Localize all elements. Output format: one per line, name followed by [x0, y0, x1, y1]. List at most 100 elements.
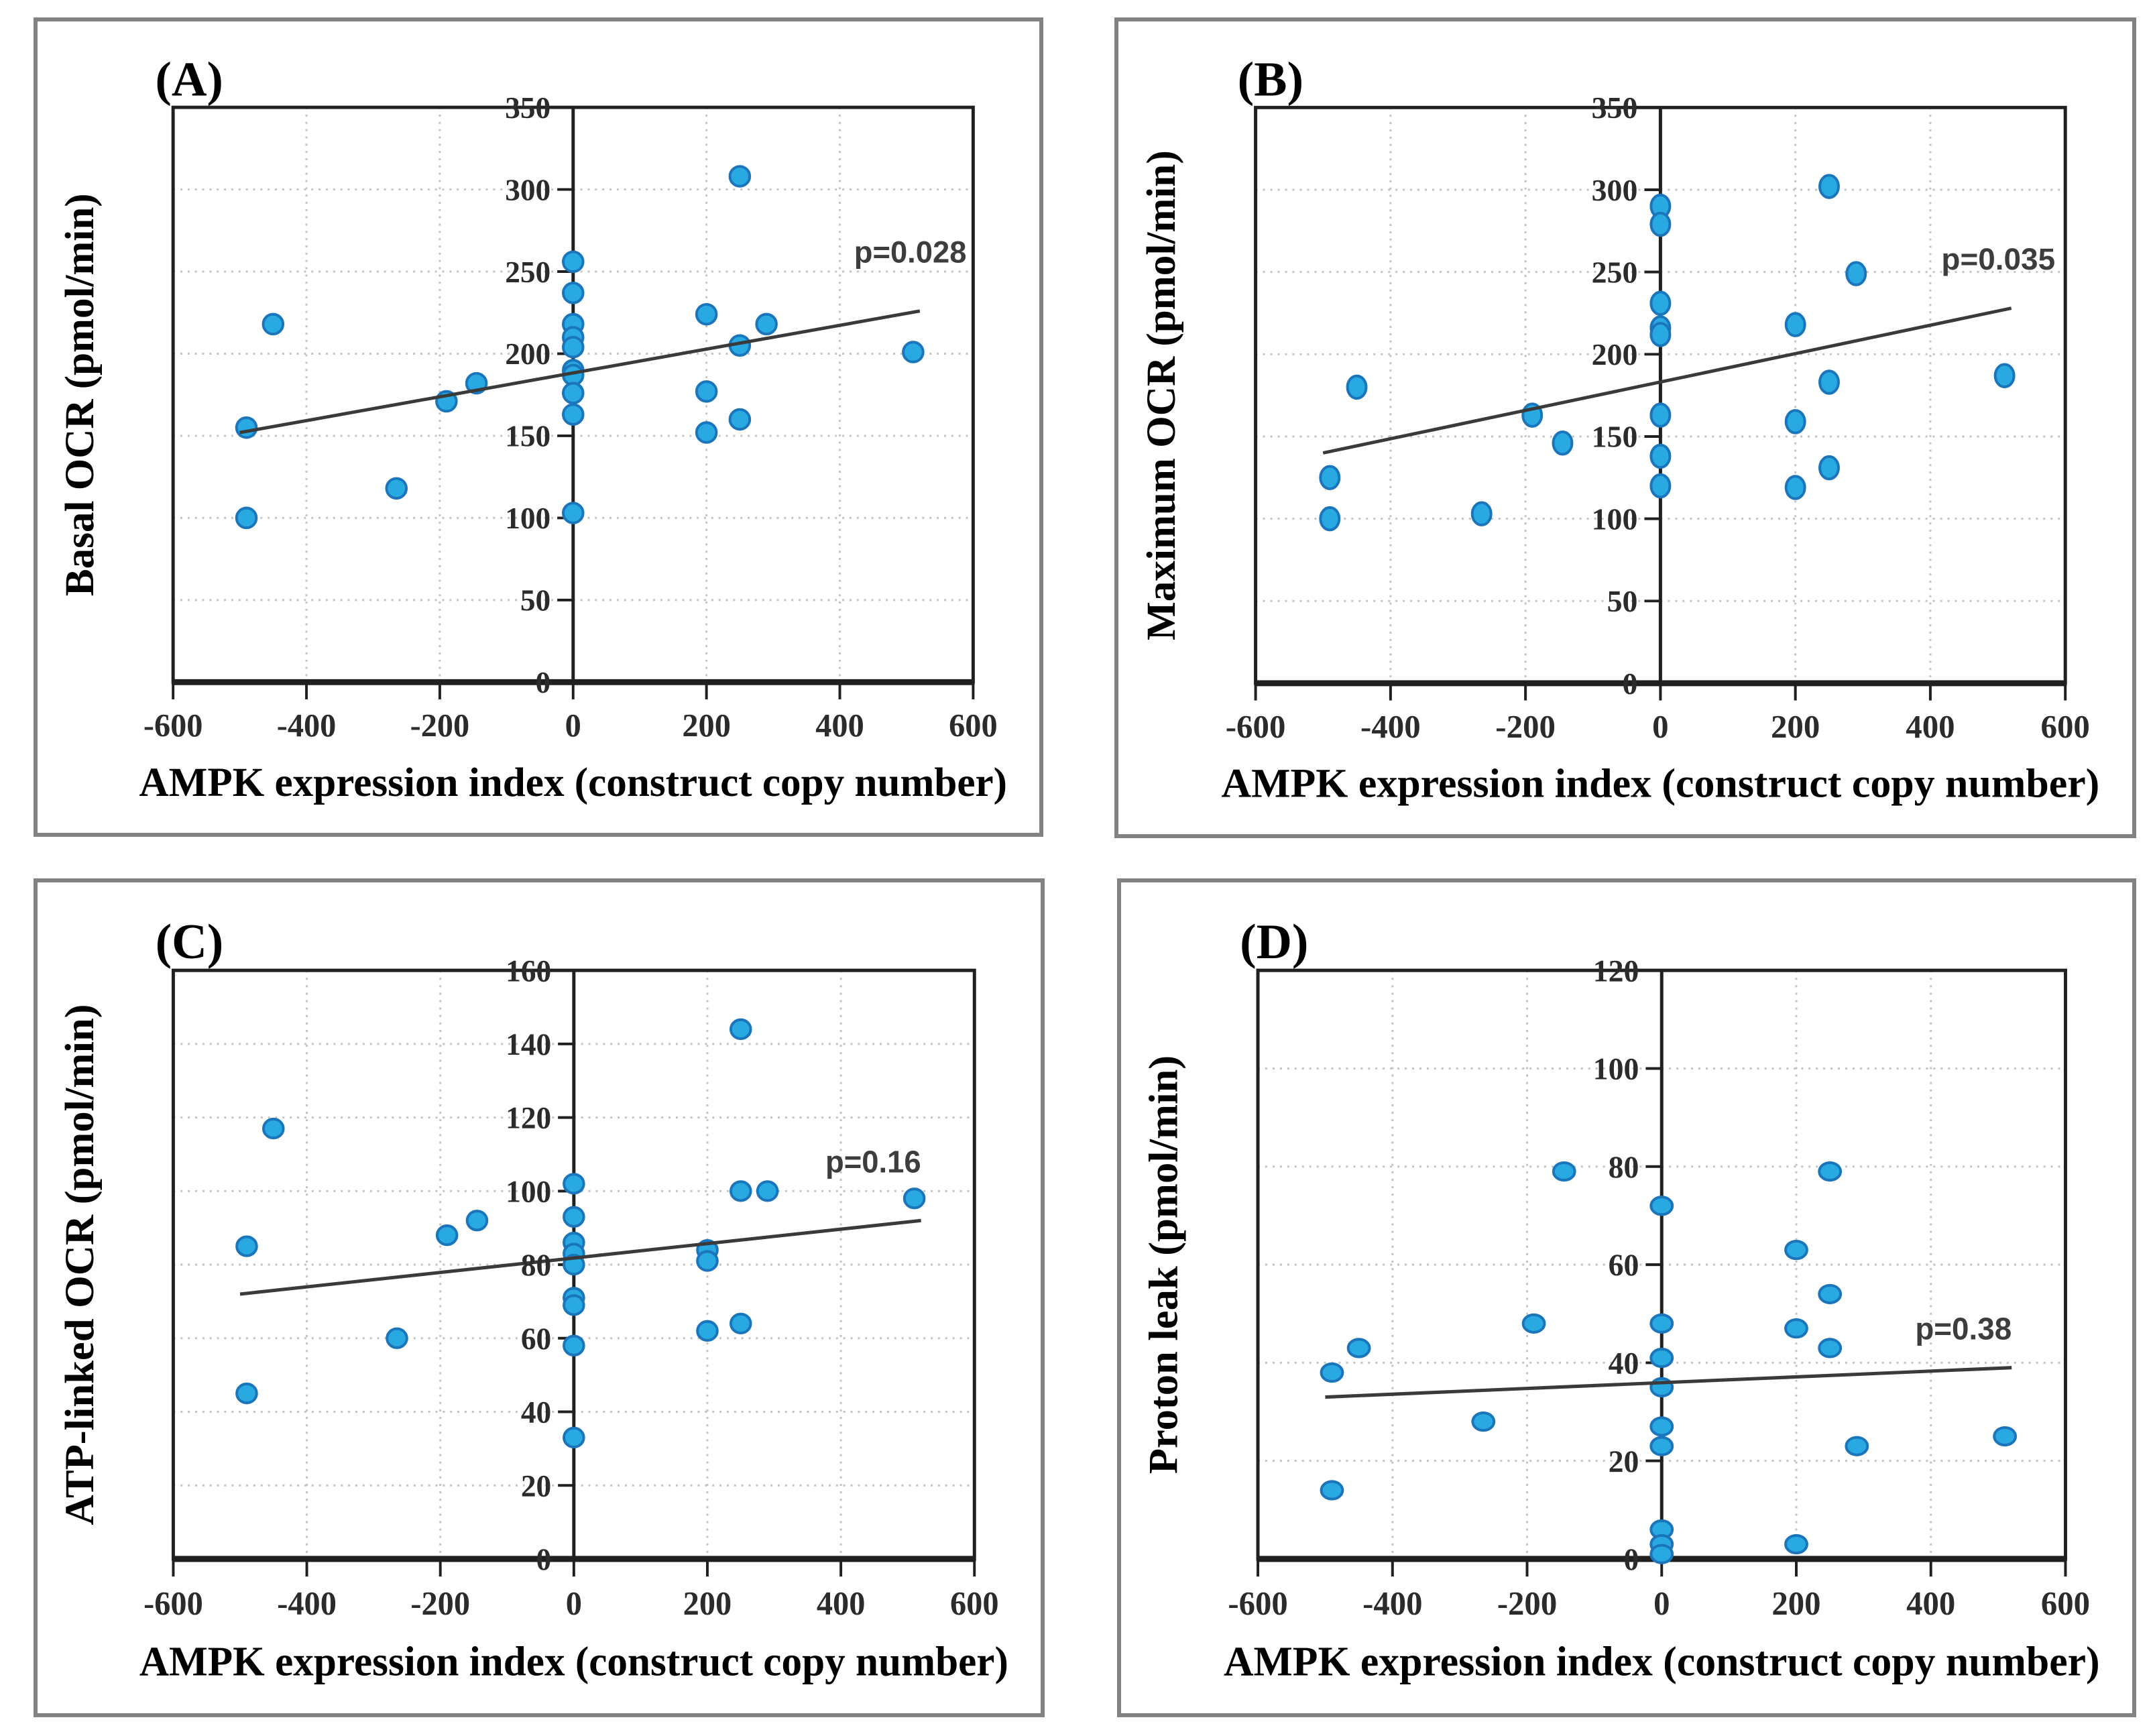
scatter-plot-basal-ocr: 0 50 100 150 200 250 300 350 -600 -400 -200 0 200 400… — [38, 21, 1039, 833]
p-value-label: p=0.035 — [1941, 242, 2055, 276]
data-point — [729, 1018, 752, 1041]
data-point — [1818, 1161, 1843, 1182]
data-point — [1784, 1318, 1808, 1339]
x-tick-label: -400 — [277, 1584, 337, 1622]
data-point — [902, 341, 925, 363]
data-point — [562, 382, 585, 405]
data-point — [1845, 261, 1867, 286]
x-tick-label: -200 — [410, 708, 470, 744]
data-point — [1818, 1338, 1843, 1358]
scatter-plot-atp-linked-ocr: 0 20 40 60 80 100 120 140 160 -600 -400 -200 0 200 400… — [38, 882, 1041, 1713]
x-tick-label: 0 — [1652, 709, 1668, 745]
data-point — [728, 408, 752, 431]
y-tick-label: 100 — [505, 502, 550, 535]
p-value-label: p=0.16 — [825, 1144, 921, 1179]
data-point — [695, 302, 718, 326]
y-tick-label: 40 — [1609, 1346, 1639, 1380]
data-point — [1649, 1416, 1674, 1437]
data-point — [1552, 1161, 1576, 1182]
trend-line — [239, 309, 921, 435]
x-tick-label: 400 — [1906, 1584, 1955, 1621]
x-tick-label: 600 — [950, 1584, 999, 1622]
x-tick-label: 200 — [1771, 1584, 1820, 1621]
x-tick-label: -400 — [277, 708, 337, 744]
data-point — [435, 1224, 459, 1247]
data-point — [1649, 322, 1672, 347]
trend-line — [1322, 306, 2012, 455]
data-point — [1784, 475, 1806, 500]
data-point — [562, 250, 585, 274]
data-point — [1993, 1426, 2018, 1447]
y-tick-label: 120 — [506, 1100, 551, 1135]
y-tick-label: 0 — [1623, 667, 1638, 701]
data-point — [1818, 369, 1840, 395]
y-tick-label: 60 — [521, 1321, 551, 1356]
x-tick-label: -400 — [1360, 709, 1421, 745]
data-point — [1818, 174, 1840, 199]
data-point — [1552, 430, 1574, 456]
data-point — [729, 1312, 752, 1334]
x-tick-label: 600 — [2041, 709, 2090, 745]
data-point — [1649, 290, 1672, 316]
data-point — [695, 380, 718, 403]
data-point — [563, 1206, 585, 1228]
x-axis-title: AMPK expression index (construct copy nu… — [139, 1639, 1008, 1685]
data-point — [385, 477, 408, 500]
y-tick-label: 20 — [1609, 1444, 1639, 1479]
data-point — [1649, 1347, 1674, 1369]
data-point — [1845, 1436, 1869, 1456]
x-tick-label: 600 — [949, 708, 997, 744]
x-tick-label: 400 — [817, 1584, 866, 1622]
data-point — [695, 421, 718, 444]
p-value-label: p=0.028 — [854, 235, 967, 269]
data-point — [1521, 1313, 1546, 1334]
data-point — [1649, 1196, 1674, 1216]
data-point — [563, 1173, 585, 1195]
data-point — [1649, 473, 1672, 499]
data-point — [1649, 211, 1672, 237]
plot-background — [1118, 21, 2132, 834]
y-tick-label: 250 — [505, 255, 550, 289]
y-tick-label: 0 — [536, 666, 551, 699]
data-point — [1993, 363, 2016, 388]
x-axis-title: AMPK expression index (construct copy nu… — [139, 760, 1008, 805]
y-tick-label: 200 — [505, 337, 550, 371]
data-point — [1320, 1480, 1344, 1501]
x-tick-label: 400 — [815, 708, 864, 744]
data-point — [756, 1180, 779, 1202]
data-point — [235, 1235, 258, 1257]
y-tick-label: 100 — [1593, 1051, 1639, 1086]
y-tick-label: 100 — [1592, 502, 1638, 536]
panel-c: 0 20 40 60 80 100 120 140 160 -600 -400 -200 0 200 400… — [34, 878, 1045, 1717]
x-tick-label: 0 — [566, 1584, 582, 1622]
x-tick-label: -600 — [1228, 1584, 1287, 1621]
y-tick-label: 50 — [520, 584, 550, 618]
data-point — [1784, 409, 1806, 435]
data-point — [562, 335, 585, 359]
data-point — [696, 1320, 719, 1342]
y-tick-label: 140 — [506, 1027, 551, 1062]
data-point — [1818, 455, 1840, 481]
p-value-label: p=0.38 — [1915, 1311, 2012, 1346]
data-point — [1649, 443, 1672, 469]
y-tick-label: 20 — [521, 1468, 551, 1503]
x-tick-label: -200 — [1497, 1584, 1557, 1621]
y-axis-title: Proton leak (pmol/min) — [1141, 1055, 1187, 1474]
y-tick-label: 350 — [505, 91, 550, 125]
data-point — [1319, 506, 1341, 532]
y-tick-label: 0 — [536, 1542, 552, 1577]
panel-letter: (C) — [156, 913, 223, 969]
y-tick-label: 120 — [1593, 953, 1639, 988]
panel-letter: (A) — [156, 52, 223, 106]
panel-letter: (D) — [1240, 915, 1308, 970]
y-tick-label: 50 — [1607, 584, 1638, 618]
data-point — [729, 1180, 752, 1202]
data-point — [1346, 374, 1368, 400]
data-point — [1784, 312, 1806, 337]
data-point — [261, 1117, 285, 1140]
panel-b: 0 50 100 150 200 250 300 350 -600 -400 -200 0 200 400… — [1114, 17, 2136, 838]
panel-d: 0 20 40 60 80 100 120 -600 -400 -200 0 200 400 600 p=0… — [1117, 878, 2136, 1717]
data-point — [562, 502, 585, 524]
data-point — [728, 165, 752, 188]
